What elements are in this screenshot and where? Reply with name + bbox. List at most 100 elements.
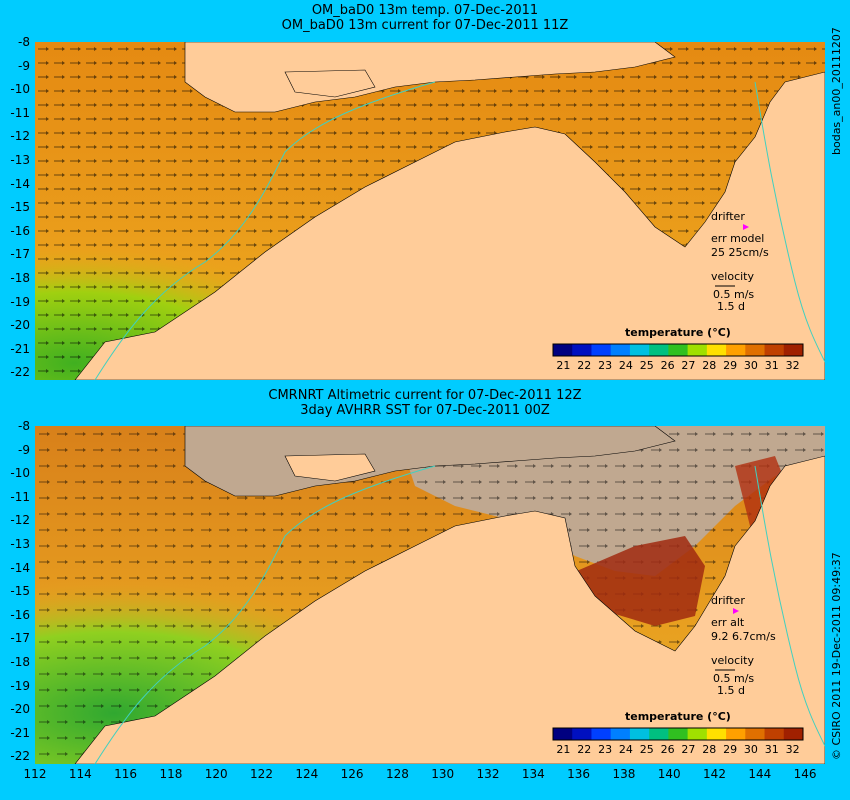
top-title-line1: OM_baD0 13m temp. 07-Dec-2011: [311, 3, 539, 18]
island-land: [284, 453, 376, 482]
lon-tick-label: 130: [431, 767, 455, 781]
lon-tick-label: 136: [567, 767, 591, 781]
lat-tick-label: -17: [10, 247, 30, 262]
colorbar-swatch: [706, 728, 727, 740]
lat-tick-label: -16: [10, 223, 30, 238]
colorbar-tick-label: 21: [556, 743, 570, 756]
lat-tick-label: -9: [18, 58, 30, 73]
bathymetry-contour: [754, 465, 825, 747]
lat-tick-label: -15: [10, 584, 30, 599]
colorbar-tick-label: 32: [786, 359, 800, 372]
lat-tick-label: -10: [10, 466, 30, 481]
lat-tick-label: -13: [10, 153, 30, 167]
colorbar-tick-label: 30: [744, 743, 758, 756]
lon-tick-label: 114: [68, 767, 92, 781]
drifter-label: drifter: [711, 594, 745, 607]
lat-tick-label: -8: [18, 35, 30, 49]
colorbar-swatch: [572, 728, 592, 740]
colorbar-tick-label: 27: [681, 359, 695, 372]
velocity-days: 1.5 d: [717, 684, 745, 697]
lon-tick-label: 122: [250, 767, 273, 781]
colorbar-swatch: [610, 344, 631, 356]
top-title-line2: OM_baD0 13m current for 07-Dec-2011 11Z: [281, 18, 569, 33]
colorbar-tick-label: 30: [744, 359, 758, 372]
colorbar-tick-label: 23: [598, 359, 612, 372]
colorbar-tick-label: 31: [765, 743, 779, 756]
top-side-label: bodas_an00_20111207: [830, 27, 843, 155]
colorbar-swatch: [726, 728, 746, 740]
velocity-label: velocity: [711, 270, 754, 283]
colorbar-swatch: [591, 728, 612, 740]
colorbar-tick-label: 28: [702, 743, 716, 756]
colorbar-swatch: [629, 728, 650, 740]
lat-tick-label: -20: [10, 318, 30, 333]
lat-tick-label: -21: [10, 725, 30, 740]
velocity-days: 1.5 d: [717, 300, 745, 313]
colorbar-swatch: [591, 344, 612, 356]
lon-tick-label: 134: [521, 767, 545, 781]
colorbar-tick-label: 31: [765, 359, 779, 372]
colorbar-swatch: [745, 728, 766, 740]
lon-tick-label: 132: [476, 767, 500, 781]
lat-tick-label: -8: [18, 419, 30, 433]
colorbar-border: [552, 727, 804, 741]
colorbar-title: temperature (°C): [625, 326, 731, 339]
bathymetry-contour: [94, 81, 436, 380]
colorbar-tick-label: 26: [661, 743, 675, 756]
colorbar-tick-label: 32: [786, 743, 800, 756]
colorbar-tick-label: 29: [723, 359, 737, 372]
lat-tick-label: -22: [10, 749, 30, 764]
island-land: [284, 69, 376, 98]
lon-tick-label: 138: [612, 767, 636, 781]
lat-tick-label: -18: [10, 271, 30, 285]
colorbar-swatch: [783, 344, 804, 356]
lon-tick-label: 144: [748, 767, 772, 781]
colorbar-tick-label: 22: [577, 743, 591, 756]
lon-tick-label: 146: [793, 767, 817, 781]
colorbar-tick-label: 24: [619, 359, 633, 372]
colorbar-swatch: [649, 728, 669, 740]
bottom-title-line2: 3day AVHRR SST for 07-Dec-2011 00Z: [300, 403, 550, 418]
lat-tick-label: -22: [10, 365, 30, 380]
lat-tick-label: -12: [10, 513, 30, 528]
bottom-side-label: © CSIRO 2011 19-Dec-2011 09:49:37: [830, 552, 843, 760]
colorbar-tick-label: 29: [723, 743, 737, 756]
bathymetry-contour: [754, 81, 825, 363]
drifter-marker: [743, 224, 749, 230]
lat-tick-label: -18: [10, 655, 30, 669]
colorbar-swatch: [764, 728, 785, 740]
bottom-title-line1: CMRNRT Altimetric current for 07-Dec-201…: [268, 388, 582, 403]
australia-land: [74, 455, 825, 764]
colorbar-swatch: [668, 728, 689, 740]
lat-tick-label: -11: [10, 489, 30, 504]
colorbar-swatch: [553, 728, 573, 740]
colorbar-tick-label: 25: [640, 359, 654, 372]
lon-tick-label: 116: [114, 767, 138, 781]
velocity-scale: 0.5 m/s: [713, 672, 754, 685]
lon-tick-label: 126: [340, 767, 364, 781]
colorbar-border: [552, 343, 804, 357]
colorbar-swatch: [553, 344, 573, 356]
drifter-label: drifter: [711, 210, 745, 223]
velocity-scale: 0.5 m/s: [713, 288, 754, 301]
colorbar-tick-label: 26: [661, 359, 675, 372]
lat-tick-label: -15: [10, 200, 30, 215]
colorbar-tick-label: 23: [598, 743, 612, 756]
colorbar-swatch: [687, 344, 708, 356]
lon-tick-label: 140: [657, 767, 681, 781]
lat-tick-label: -14: [10, 560, 30, 575]
colorbar-swatch: [706, 344, 727, 356]
lat-tick-label: -19: [10, 294, 30, 309]
colorbar-title: temperature (°C): [625, 710, 731, 723]
bottom-map: drifter err alt 9.2 6.7cm/s velocity 0.5…: [35, 426, 825, 764]
colorbar-tick-label: 21: [556, 359, 570, 372]
colorbar: 21 22 23 24 25 26 27 28 29 30 31 32: [552, 343, 804, 372]
australia-land: [74, 71, 825, 380]
lon-tick-label: 128: [385, 767, 409, 781]
colorbar-tick-label: 28: [702, 359, 716, 372]
lat-tick-label: -12: [10, 129, 30, 144]
colorbar-swatch: [726, 344, 746, 356]
velocity-label: velocity: [711, 654, 754, 667]
colorbar-swatch: [783, 728, 804, 740]
lat-tick-label: -16: [10, 607, 30, 622]
